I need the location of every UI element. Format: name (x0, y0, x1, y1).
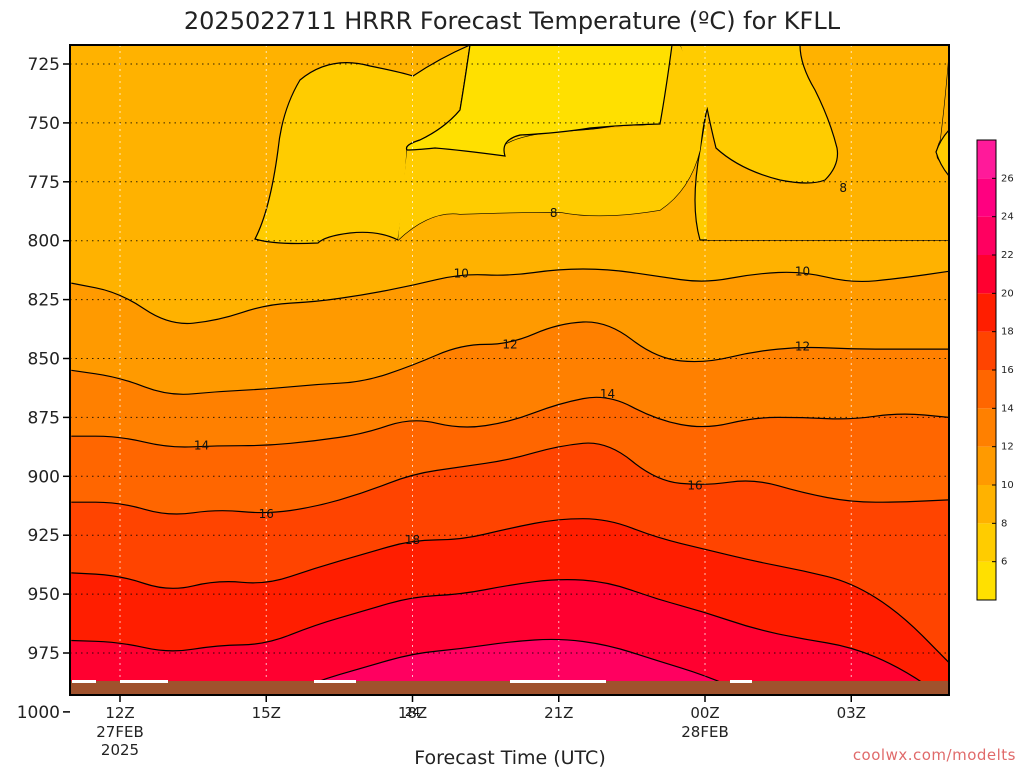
y-tick-label-900: 900 (28, 467, 60, 487)
region-6c-top-redraw (405, 45, 673, 157)
colorbar-tick-label-16: 16 (1001, 365, 1014, 376)
x-date-label-00Z: 28FEB (681, 723, 728, 741)
colorbar-band-4 (977, 561, 996, 600)
colorbar-tick-label-10: 10 (1001, 480, 1014, 491)
band-20-22 (70, 579, 949, 695)
x-tick-label-15Z: 15Z (252, 704, 281, 722)
chart-title: 2025022711 HRRR Forecast Temperature (ºC… (184, 7, 841, 35)
contour-line-22 (284, 638, 756, 695)
contour-label-10-1: 10 (795, 264, 810, 278)
contour-line-18 (71, 518, 949, 663)
contour-line-16 (71, 442, 949, 515)
x-tick-label-21Z: 21Z (544, 704, 573, 722)
colorbar-band-20 (977, 255, 996, 294)
colorbar-band-12 (977, 408, 996, 447)
colorbar-tick-label-8: 8 (1001, 518, 1007, 529)
watermark: coolwx.com/modelts (853, 746, 1016, 764)
colorbar-band-26 (977, 140, 996, 179)
colorbar-band-18 (977, 293, 996, 332)
y-tick-label-825: 825 (28, 291, 60, 311)
contour-label-16-0: 16 (259, 507, 274, 521)
region-edge-right (935, 129, 949, 177)
contour-labels: 10 10 12 12 14 14 16 16 18 24 8 8 (194, 181, 847, 719)
y-tick-label-775: 775 (28, 173, 60, 193)
x-tick-label-00Z: 00Z (690, 704, 719, 722)
colorbar-tick-label-24: 24 (1001, 212, 1014, 223)
ground-gap-0 (72, 680, 96, 683)
y-tick-label-950: 950 (28, 585, 60, 605)
contour-label-18-0: 18 (405, 533, 420, 547)
x-date-label-12Z: 27FEB (96, 723, 143, 741)
ground-band (70, 680, 949, 695)
contour-label-12-1: 12 (795, 340, 810, 354)
colorbar-band-8 (977, 485, 996, 524)
contour-label-24-0: 24 (405, 705, 420, 719)
y-tick-label-875: 875 (28, 408, 60, 428)
colorbar-band-14 (977, 370, 996, 409)
y-tick-label-925: 925 (28, 526, 60, 546)
plot-area (70, 45, 949, 695)
colorbar-tick-label-26: 26 (1001, 173, 1014, 184)
colorbar: 6 8 10 12 14 16 18 20 22 24 26 (976, 139, 1014, 601)
y-tick-label-1000: 1000 (17, 703, 60, 723)
region-8c-fill-bridge (398, 45, 707, 240)
ground-gap-1 (120, 680, 168, 683)
contour-label-8-0: 8 (550, 206, 558, 220)
colorbar-band-16 (977, 331, 996, 370)
colorbar-tick-label-20: 20 (1001, 288, 1014, 299)
contour-label-14-0: 14 (194, 439, 209, 453)
x-tick-label-18Z: 18Z (398, 704, 427, 722)
y-axis: 725 750 775 800 825 850 875 900 925 950 975 1000 (17, 55, 70, 723)
contour-line-14 (71, 396, 949, 448)
colorbar-tick-label-22: 22 (1001, 250, 1014, 261)
contour-label-16-1: 16 (687, 479, 702, 493)
contour-label-12-0: 12 (502, 337, 517, 351)
colorbar-band-10 (977, 446, 996, 485)
band-22-24 (70, 639, 949, 695)
contour-lines (71, 268, 949, 695)
ground (70, 681, 949, 695)
ground-gap-2 (314, 680, 356, 683)
colorbar-tick-label-14: 14 (1001, 403, 1014, 414)
y-tick-label-975: 975 (28, 644, 60, 664)
colorbar-band-22 (977, 216, 996, 255)
ground-gap-4 (730, 680, 752, 683)
x-tick-label-12Z: 12Z (105, 704, 134, 722)
contour-label-14-1: 14 (600, 387, 615, 401)
contour-label-10-0: 10 (454, 267, 469, 281)
y-tick-label-800: 800 (28, 232, 60, 252)
x-tick-label-03Z: 03Z (837, 704, 866, 722)
colorbar-tick-label-12: 12 (1001, 442, 1014, 453)
colorbar-tick-label-18: 18 (1001, 327, 1014, 338)
x-axis-label: Forecast Time (UTC) (414, 747, 605, 768)
upper-cool-regions (254, 45, 949, 245)
colorbar-band-6 (977, 523, 996, 562)
grid-lines (70, 45, 949, 695)
colorbar-tick-label-6: 6 (1001, 557, 1007, 568)
y-tick-label-850: 850 (28, 350, 60, 370)
contour-line-12 (71, 321, 949, 395)
y-tick-label-725: 725 (28, 55, 60, 75)
contour-line-10 (71, 268, 949, 325)
region-8c-right-inner (679, 45, 839, 184)
y-tick-label-750: 750 (28, 114, 60, 134)
colorbar-band-24 (977, 178, 996, 217)
ground-gap-3 (510, 680, 606, 683)
contour-label-8-1: 8 (839, 181, 847, 195)
region-upper-base (707, 45, 949, 240)
contour-line-20 (71, 579, 942, 695)
x-year-label-12Z: 2025 (101, 741, 139, 759)
plot-frame (69, 44, 950, 696)
